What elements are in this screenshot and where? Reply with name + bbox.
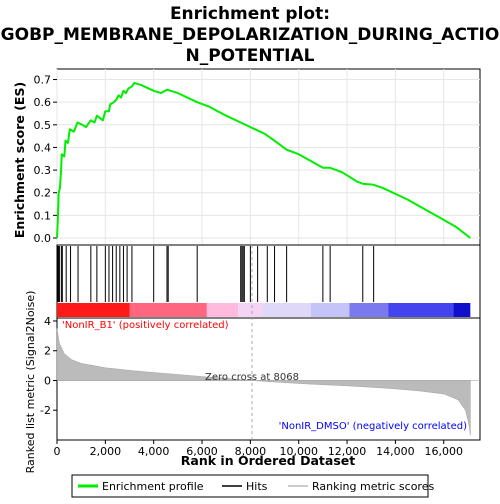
legend-box (71, 474, 429, 498)
color-bar-segment (238, 303, 263, 317)
chart-title-line-3: N_POTENTIAL (186, 46, 315, 66)
x-axis-label: Rank in Ordered Dataset (181, 453, 355, 468)
x-tick-label: 0 (54, 445, 61, 458)
hits-group (56, 246, 375, 302)
es-y-tick-label: 0.5 (34, 119, 52, 132)
es-y-tick-label: 0.4 (34, 141, 52, 154)
metric-y-tick-label: 2 (44, 345, 51, 358)
metric-group (56, 245, 480, 440)
chart-title-line-2: GOBP_MEMBRANE_DEPOLARIZATION_DURING_ACTI… (1, 25, 500, 45)
color-bar (57, 303, 471, 317)
color-bar-segment (453, 303, 471, 317)
es-y-tick-label: 0.3 (34, 164, 52, 177)
x-tick-label: 14,000 (376, 445, 415, 458)
metric-y-axis: -2 0 2 4 (40, 315, 57, 417)
chart-title-line-1: Enrichment plot: (170, 4, 330, 24)
legend-hits-label: Hits (246, 480, 268, 493)
es-profile-line (56, 81, 471, 239)
es-y-tick-label: 0.6 (34, 96, 52, 109)
color-bar-segment (129, 303, 207, 317)
es-panel-grid (56, 69, 480, 245)
color-bar-segment (310, 303, 350, 317)
x-tick-label: 6,000 (186, 445, 218, 458)
negative-label: 'NonIR_DMSO' (negatively correlated) (279, 421, 467, 432)
zero-cross-label: Zero cross at 8068 (205, 372, 299, 383)
metric-y-tick-label: 0 (44, 374, 51, 387)
es-y-tick-label: 0.2 (34, 187, 52, 200)
x-axis: 0 2,000 4,000 6,000 8,000 10,000 12,000 14,000 1… (54, 440, 463, 458)
legend-enrichment-label: Enrichment profile (102, 480, 204, 493)
legend-ranking-label: Ranking metric scores (312, 480, 434, 493)
x-tick-label: 8,000 (235, 445, 267, 458)
es-y-tick-label: 0.0 (34, 232, 52, 245)
es-y-tick-label: 0.7 (34, 74, 52, 87)
metric-y-tick-label: 4 (44, 315, 51, 328)
color-bar-segment (262, 303, 311, 317)
metric-y-axis-label: Ranked list metric (Signal2Noise) (24, 291, 37, 474)
es-y-tick-label: 0.1 (34, 209, 52, 222)
x-tick-label: 16,000 (424, 445, 463, 458)
x-tick-label: 10,000 (279, 445, 318, 458)
color-bar-segment (206, 303, 239, 317)
es-panel-frame (56, 68, 481, 246)
color-bar-segment (349, 303, 389, 317)
x-tick-label: 2,000 (90, 445, 122, 458)
positive-label: 'NonIR_B1' (positively correlated) (62, 320, 229, 331)
color-bar-segment (388, 303, 454, 317)
color-bar-segment (57, 303, 130, 317)
es-profile-group (56, 81, 471, 239)
es-y-axis-label: Enrichment score (ES) (12, 82, 27, 238)
metric-area (56, 328, 471, 436)
metric-y-tick-label: -2 (40, 404, 51, 417)
x-tick-label: 4,000 (138, 445, 170, 458)
x-tick-label: 12,000 (328, 445, 367, 458)
es-y-axis: 0.0 0.1 0.2 0.3 0.4 0.5 0.6 0.7 (34, 74, 57, 245)
